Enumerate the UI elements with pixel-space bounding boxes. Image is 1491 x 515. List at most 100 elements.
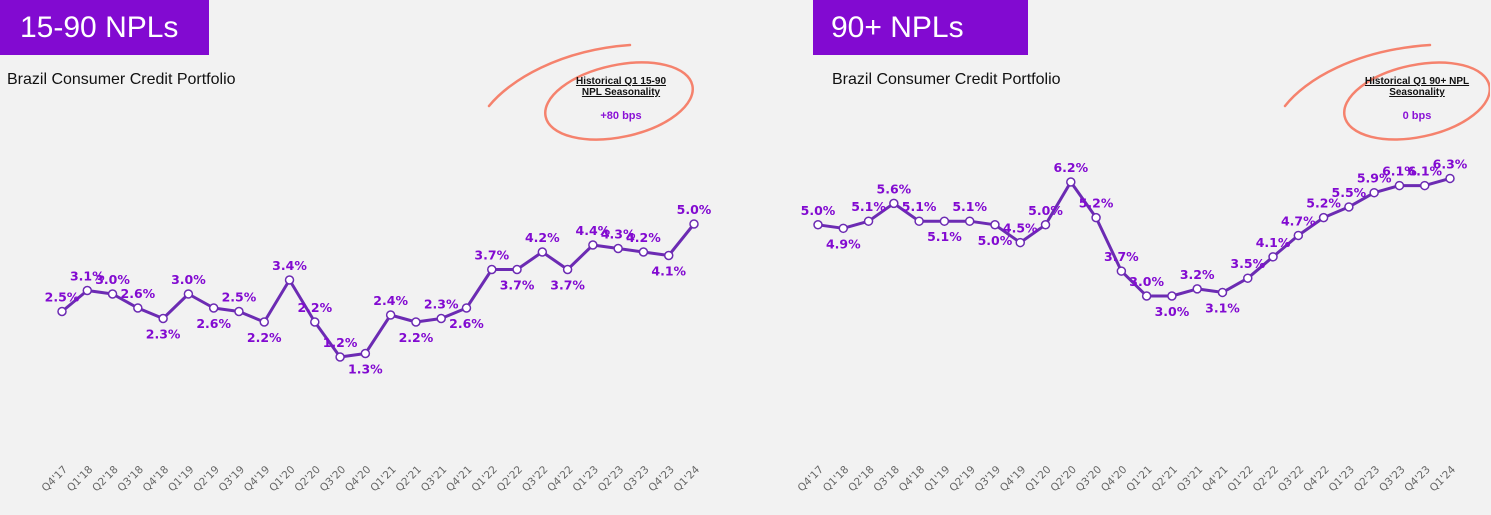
seasonality-note: Historical Q1 90+ NPL Seasonality 0 bps	[1362, 76, 1472, 122]
data-point	[335, 352, 345, 362]
seasonality-header-line1: Historical Q1 15-90	[575, 76, 667, 87]
x-tick-label: Q1'20	[267, 464, 298, 495]
x-tick-label: Q1'20	[1023, 464, 1054, 495]
data-label: 4.1%	[1256, 235, 1291, 250]
data-label: 6.1%	[1407, 164, 1442, 179]
x-tick-label: Q3'18	[115, 464, 146, 495]
x-tick-label: Q1'23	[570, 464, 601, 495]
series-line	[61, 223, 696, 359]
x-tick-label: Q4'22	[1301, 464, 1332, 495]
data-label: 4.3%	[601, 227, 636, 242]
data-point	[1243, 273, 1253, 283]
data-point	[588, 240, 598, 250]
x-tick-label: Q2'18	[846, 464, 877, 495]
x-tick-label: Q1'19	[166, 464, 197, 495]
x-tick-label: Q1'23	[1326, 464, 1357, 495]
data-label: 2.3%	[424, 297, 459, 312]
data-point	[964, 216, 975, 226]
chart-title: 15-90 NPLs	[0, 0, 209, 55]
data-point	[638, 247, 649, 257]
data-point	[1369, 187, 1379, 198]
data-label: 4.2%	[626, 230, 661, 245]
line-chart-15-90: 2.5% Q4'17 3.1% Q1'18 3.0% Q2'18 2.6% Q3'18 2.3%…	[40, 43, 712, 495]
data-label: 3.1%	[70, 269, 105, 284]
data-point	[208, 303, 219, 313]
data-label: 3.7%	[474, 248, 509, 263]
data-label: 3.0%	[1129, 274, 1164, 289]
x-tick-label: Q4'19	[242, 464, 273, 495]
data-label: 4.2%	[525, 230, 560, 245]
data-point	[461, 303, 472, 313]
x-tick-label: Q1'22	[1225, 464, 1256, 495]
x-tick-label: Q1'21	[1124, 464, 1155, 495]
data-point	[1116, 266, 1127, 276]
data-label: 2.5%	[45, 290, 80, 305]
x-tick-label: Q4'23	[646, 464, 677, 495]
data-label: 5.5%	[1332, 185, 1367, 200]
x-tick-label: Q1'21	[368, 464, 399, 495]
x-tick-label: Q3'19	[217, 464, 248, 495]
x-tick-label: Q3'20	[1074, 464, 1105, 495]
data-label: 3.7%	[500, 278, 535, 293]
data-point	[863, 216, 874, 226]
data-label: 3.1%	[1205, 300, 1240, 315]
data-label: 5.2%	[1306, 196, 1341, 211]
data-label: 5.2%	[1079, 196, 1114, 211]
x-tick-label: Q4'20	[343, 464, 374, 495]
x-tick-label: Q3'18	[871, 464, 902, 495]
chart-subtitle: Brazil Consumer Credit Portfolio	[7, 71, 236, 88]
data-point	[562, 264, 573, 275]
x-tick-label: Q4'21	[1200, 464, 1231, 495]
data-label: 5.0%	[1028, 203, 1063, 218]
annotation-circle	[1342, 61, 1490, 141]
x-tick-label: Q4'18	[897, 464, 928, 495]
data-label: 4.5%	[1003, 221, 1038, 236]
data-point	[234, 306, 244, 317]
seasonality-header-line2: NPL Seasonality	[581, 87, 661, 98]
data-label: 3.7%	[550, 278, 585, 293]
data-label: 5.9%	[1357, 171, 1392, 186]
data-label: 2.6%	[449, 316, 484, 331]
data-point	[1141, 291, 1152, 301]
x-tick-label: Q1'18	[65, 464, 96, 495]
x-tick-label: Q3'23	[621, 464, 652, 495]
chart-subtitle: Brazil Consumer Credit Portfolio	[832, 71, 1061, 88]
data-point	[82, 285, 93, 296]
x-tick-label: Q2'21	[393, 464, 424, 495]
data-point	[436, 313, 446, 324]
data-label: 2.6%	[196, 316, 231, 331]
data-point	[813, 220, 823, 230]
data-point	[1268, 252, 1278, 262]
data-label: 6.2%	[1053, 160, 1088, 175]
x-tick-label: Q3'21	[419, 464, 450, 495]
data-point	[385, 310, 396, 320]
data-point	[487, 264, 497, 275]
data-label: 5.0%	[801, 203, 836, 218]
x-tick-label: Q4'23	[1402, 464, 1433, 495]
x-tick-label: Q1'24	[672, 463, 703, 494]
data-label: 3.0%	[171, 272, 206, 287]
data-label: 2.3%	[146, 327, 181, 342]
data-point	[1318, 212, 1329, 223]
data-label: 4.9%	[826, 236, 861, 251]
x-tick-label: Q2'19	[191, 464, 222, 495]
seasonality-note: Historical Q1 15-90 NPL Seasonality +80 …	[566, 76, 676, 122]
x-tick-label: Q1'24	[1428, 463, 1459, 494]
x-tick-label: Q2'19	[947, 464, 978, 495]
data-label: 5.1%	[927, 229, 962, 244]
data-point	[689, 219, 699, 229]
x-tick-label: Q3'20	[318, 464, 349, 495]
x-tick-label: Q3'22	[520, 464, 551, 495]
data-label: 3.0%	[95, 272, 130, 287]
x-tick-label: Q4'17	[40, 464, 71, 495]
data-point	[1344, 202, 1354, 212]
data-label: 2.6%	[121, 286, 156, 301]
data-label: 5.1%	[952, 199, 987, 214]
data-point	[1192, 284, 1202, 294]
data-point	[360, 348, 371, 359]
data-point	[1167, 291, 1177, 301]
data-label: 5.1%	[851, 199, 886, 214]
data-label: 6.3%	[1433, 156, 1468, 171]
data-point	[663, 250, 674, 261]
data-label: 2.2%	[399, 330, 434, 345]
